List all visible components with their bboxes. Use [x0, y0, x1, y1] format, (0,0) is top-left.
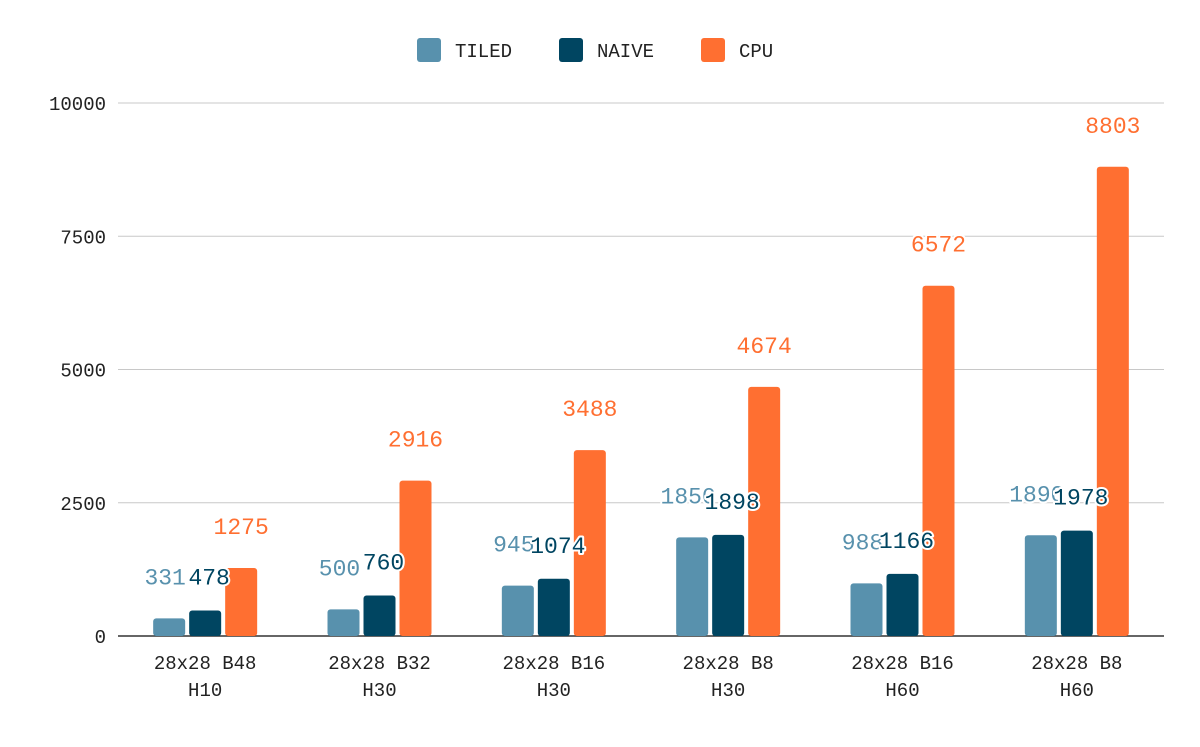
x-category-label-line: H60	[1060, 680, 1094, 702]
y-axis: 0 2500 5000 7500 10000	[49, 94, 106, 649]
bar-tiled	[327, 609, 360, 636]
x-category-label-line: 28x28 B48	[154, 653, 257, 675]
y-tick-label: 2500	[60, 494, 106, 516]
y-tick-label: 0	[95, 627, 106, 649]
bars	[153, 166, 1129, 636]
x-category-label: 28x28 B16 H30	[503, 653, 606, 702]
x-category-label-line: 28x28 B16	[851, 653, 954, 675]
data-label-tiled: 988	[842, 530, 883, 556]
x-category-label-line: 28x28 B16	[503, 653, 606, 675]
legend: TILED NAIVE CPU	[417, 38, 773, 63]
bar-cpu	[748, 386, 781, 636]
data-label-cpu: 8803	[1085, 114, 1140, 140]
data-label-naive: 1074	[530, 534, 585, 560]
bar-tiled	[501, 585, 534, 636]
bar-cpu	[399, 480, 432, 636]
data-label-naive: 1898	[705, 490, 760, 516]
x-category-label-line: 28x28 B8	[683, 653, 774, 675]
x-category-label-line: 28x28 B32	[328, 653, 431, 675]
bar-naive	[363, 595, 396, 636]
x-category-label-line: H10	[188, 680, 222, 702]
data-label-tiled: 331	[144, 565, 185, 591]
bar-cpu	[573, 450, 606, 636]
bar-tiled	[676, 537, 709, 636]
data-label-cpu: 1275	[214, 515, 269, 541]
data-label-naive: 760	[363, 550, 404, 576]
data-label-naive: 1978	[1053, 486, 1108, 512]
data-label-naive: 478	[188, 566, 229, 592]
data-label-naive: 1166	[879, 529, 934, 555]
legend-label-naive: NAIVE	[597, 41, 654, 63]
data-label-cpu: 6572	[911, 233, 966, 259]
data-label-cpu: 3488	[562, 397, 617, 423]
legend-swatch-naive	[559, 38, 583, 62]
x-category-label: 28x28 B48 H10	[154, 653, 257, 702]
x-category-label-line: H30	[537, 680, 571, 702]
bar-naive	[189, 610, 222, 636]
x-category-label: 28x28 B8 H60	[1031, 653, 1122, 702]
bar-tiled	[1024, 535, 1057, 636]
x-category-label-line: H30	[711, 680, 745, 702]
data-label-cpu: 4674	[737, 334, 792, 360]
bar-naive	[537, 578, 570, 636]
bar-naive	[1060, 530, 1093, 636]
y-tick-label: 10000	[49, 94, 106, 116]
legend-label-tiled: TILED	[455, 41, 512, 63]
y-tick-label: 5000	[60, 361, 106, 383]
x-category-label-line: 28x28 B8	[1031, 653, 1122, 675]
bar-cpu	[225, 568, 258, 636]
legend-label-cpu: CPU	[739, 41, 773, 63]
gridlines	[118, 102, 1164, 637]
x-category-label-line: H30	[362, 680, 396, 702]
bar-naive	[886, 573, 919, 636]
data-label-tiled: 1850	[661, 484, 716, 510]
x-category-label: 28x28 B32 H30	[328, 653, 431, 702]
bar-cpu	[922, 285, 955, 636]
bar-tiled	[153, 618, 186, 636]
data-label-tiled: 1890	[1009, 482, 1064, 508]
bar-cpu	[1096, 166, 1129, 636]
y-tick-label: 7500	[60, 227, 106, 249]
data-label-cpu: 2916	[388, 428, 443, 454]
bar-tiled	[850, 583, 883, 636]
x-category-label: 28x28 B8 H30	[683, 653, 774, 702]
legend-swatch-cpu	[701, 38, 725, 62]
x-category-label: 28x28 B16 H60	[851, 653, 954, 702]
data-label-tiled: 945	[493, 533, 534, 559]
x-category-label-line: H60	[885, 680, 919, 702]
data-label-tiled: 500	[319, 556, 360, 582]
bar-naive	[712, 534, 745, 636]
legend-swatch-tiled	[417, 38, 441, 62]
